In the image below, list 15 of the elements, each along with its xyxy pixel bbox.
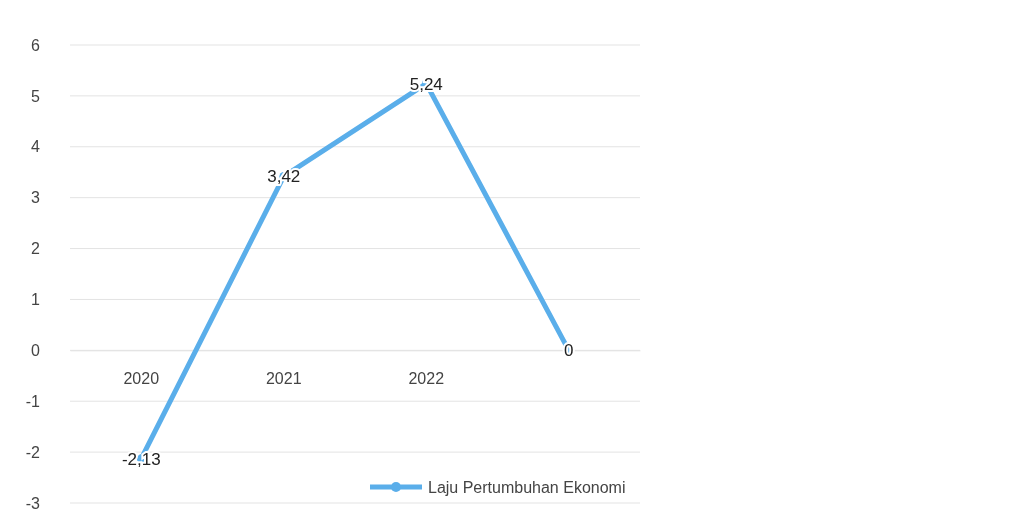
- y-tick-label: -3: [25, 494, 41, 512]
- y-tick-label: 1: [31, 291, 41, 309]
- y-tick-label: 3: [31, 189, 41, 207]
- x-tick-label: 2020: [123, 369, 160, 387]
- x-tick-label: 2021: [265, 369, 302, 387]
- y-tick-label: -1: [25, 392, 41, 410]
- y-tick-label: 4: [31, 138, 41, 156]
- y-tick-label: 2: [31, 240, 41, 258]
- y-tick-label: -2: [25, 443, 41, 461]
- data-label: -2,13: [121, 449, 161, 469]
- legend-label: Laju Pertumbuhan Ekonomi: [428, 479, 626, 496]
- y-tick-label: 6: [31, 36, 41, 54]
- y-tick-label: 5: [31, 87, 41, 105]
- x-tick-label: 2022: [408, 369, 445, 387]
- y-tick-label: 0: [31, 341, 41, 359]
